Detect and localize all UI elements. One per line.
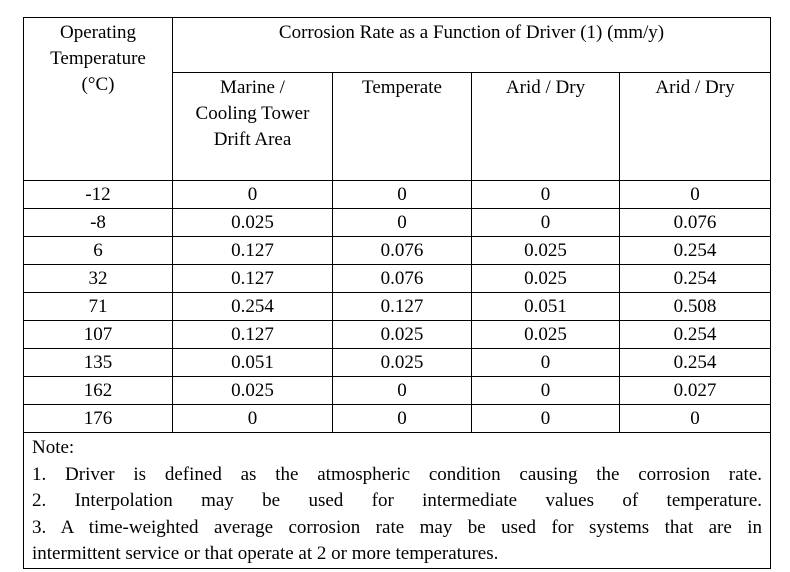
header-operating-temperature-line: Temperature (50, 48, 146, 69)
table-row: 162 0.025 0 0 0.027 (23, 376, 772, 405)
rate-cell: 0.076 (618, 208, 772, 237)
note-line: intermittent service or that operate at … (32, 543, 499, 564)
table-row: 32 0.127 0.076 0.025 0.254 (23, 264, 772, 293)
header-marine-cooling-tower: Marine / Cooling Tower Drift Area (172, 72, 333, 181)
header-corrosion-rate-group: Corrosion Rate as a Function of Driver (… (171, 16, 772, 74)
rate-cell: 0 (332, 404, 472, 433)
rate-cell: 0 (332, 180, 472, 209)
rate-cell: 0.025 (332, 320, 472, 349)
rate-cell: 0 (618, 180, 772, 209)
header-temperate-line: Temperate (362, 77, 442, 99)
rate-cell: 0.127 (172, 320, 333, 349)
notes-heading: Note: (32, 437, 75, 458)
rate-cell: 0.025 (172, 208, 333, 237)
temperature-cell: 71 (23, 292, 173, 321)
rate-cell: 0 (172, 180, 333, 209)
rate-cell: 0.254 (172, 292, 333, 321)
temperature-cell: 32 (23, 264, 173, 293)
rate-cell: 0.051 (471, 292, 620, 321)
table-row: -8 0.025 0 0 0.076 (23, 208, 772, 237)
header-marine-line: Drift Area (213, 129, 292, 151)
notes-cell: Note: 1. Driver is defined as the atmosp… (22, 432, 772, 569)
rate-cell: 0 (471, 348, 620, 377)
rate-cell: 0 (618, 404, 772, 433)
rate-cell: 0.025 (332, 348, 472, 377)
corrosion-rate-table-container: Operating Temperature (°C) Corrosion Rat… (22, 16, 772, 569)
table-row: 176 0 0 0 0 (23, 404, 772, 433)
header-marine-line: Marine / (220, 77, 285, 99)
header-operating-temperature-line: (°C) (81, 74, 115, 95)
rate-cell: 0 (332, 208, 472, 237)
rate-cell: 0.076 (332, 236, 472, 265)
rate-cell: 0.127 (172, 264, 333, 293)
temperature-cell: 162 (23, 376, 173, 405)
rate-cell: 0 (471, 404, 620, 433)
temperature-cell: 135 (23, 348, 173, 377)
header-operating-temperature: Operating Temperature (°C) (23, 17, 173, 181)
corrosion-rate-table: Operating Temperature (°C) Corrosion Rat… (22, 16, 772, 569)
header-arid-dry-line: Arid / Dry (655, 77, 735, 99)
note-line: 2. Interpolation may be used for interme… (32, 490, 763, 511)
header-temperate: Temperate (332, 72, 472, 181)
rate-cell: 0.254 (618, 320, 772, 349)
rate-cell: 0 (471, 208, 620, 237)
temperature-cell: 6 (23, 236, 173, 265)
rate-cell: 0.076 (332, 264, 472, 293)
temperature-cell: 107 (23, 320, 173, 349)
table-row: -12 0 0 0 0 (23, 180, 772, 209)
temperature-cell: -12 (23, 180, 173, 209)
note-line: 3. A time-weighted average corrosion rat… (32, 516, 763, 538)
table-row: 71 0.254 0.127 0.051 0.508 (23, 292, 772, 321)
rate-cell: 0.025 (172, 376, 333, 405)
table-row: 107 0.127 0.025 0.025 0.254 (23, 320, 772, 349)
header-arid-dry-2: Arid / Dry (618, 72, 772, 181)
table-row: 135 0.051 0.025 0 0.254 (23, 348, 772, 377)
rate-cell: 0 (332, 376, 472, 405)
rate-cell: 0.025 (471, 264, 620, 293)
rate-cell: 0.025 (471, 236, 620, 265)
rate-cell: 0.254 (618, 348, 772, 377)
notes-row: Note: 1. Driver is defined as the atmosp… (22, 432, 772, 569)
rate-cell: 0 (172, 404, 333, 433)
rate-cell: 0.508 (618, 292, 772, 321)
rate-cell: 0.254 (618, 264, 772, 293)
rate-cell: 0.254 (618, 236, 772, 265)
rate-cell: 0.127 (172, 236, 333, 265)
note-line: 1. Driver is defined as the atmospheric … (32, 463, 763, 485)
rate-cell: 0 (471, 180, 620, 209)
header-operating-temperature-line: Operating (60, 22, 136, 43)
rate-cell: 0.025 (471, 320, 620, 349)
header-arid-dry-1: Arid / Dry (471, 72, 620, 181)
rate-cell: 0.127 (332, 292, 472, 321)
header-arid-dry-line: Arid / Dry (505, 77, 586, 99)
rate-cell: 0.027 (618, 376, 772, 405)
table-row: 6 0.127 0.076 0.025 0.254 (23, 236, 772, 265)
rate-cell: 0 (471, 376, 620, 405)
temperature-cell: -8 (23, 208, 173, 237)
header-marine-line: Cooling Tower (195, 103, 310, 125)
temperature-cell: 176 (23, 404, 173, 433)
rate-cell: 0.051 (172, 348, 333, 377)
